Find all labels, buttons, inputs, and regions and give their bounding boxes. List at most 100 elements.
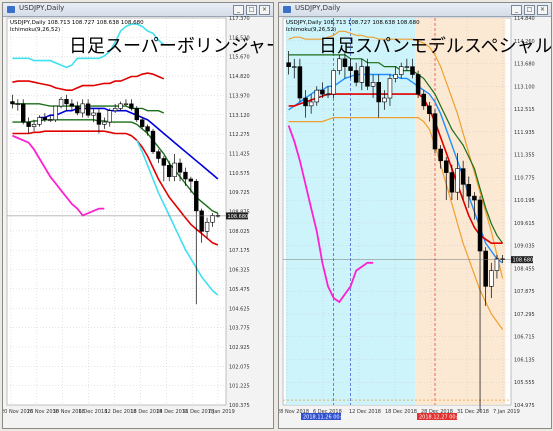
close-icon[interactable]: × bbox=[259, 5, 270, 15]
right-series-line bbox=[288, 117, 504, 330]
left-series-line bbox=[12, 130, 219, 246]
right-candle bbox=[410, 66, 415, 75]
left-candle bbox=[172, 162, 177, 178]
left-x-tick: 20 Nov 2018 bbox=[3, 409, 33, 415]
left-x-tick: 24 Dec 2018 bbox=[156, 409, 188, 415]
left-candle bbox=[85, 103, 91, 116]
right-y-tick: 113.680 bbox=[514, 62, 535, 68]
left-series-line bbox=[136, 139, 219, 296]
left-y-tick: 107.175 bbox=[229, 248, 250, 254]
right-chart-canvas[interactable]: 114.840 114.260 113.680 113.100 112.515 111.9… bbox=[279, 3, 551, 428]
right-y-tick: 105.555 bbox=[514, 380, 535, 386]
left-candle bbox=[42, 117, 48, 121]
right-candle bbox=[477, 199, 483, 252]
right-candle bbox=[483, 250, 488, 287]
right-candle bbox=[365, 66, 370, 87]
right-indicator-info: Ichimoku(9,26,52) bbox=[286, 27, 336, 33]
right-x-tick: 6 Dec 2018 bbox=[313, 409, 342, 415]
left-chart-heading: 日足スーパーボリンジャー bbox=[69, 36, 273, 57]
right-candle bbox=[382, 97, 387, 103]
right-price-label: 108.680 bbox=[513, 258, 534, 264]
right-candle bbox=[308, 101, 314, 107]
minimize-icon[interactable]: _ bbox=[511, 5, 522, 15]
right-y-tick: 109.035 bbox=[514, 244, 535, 250]
left-candle bbox=[102, 121, 107, 125]
left-chart-canvas[interactable]: 117.370 116.520 115.670 114.820 113.970 113.1… bbox=[3, 3, 273, 428]
right-x-tick: 31 Dec 2018 bbox=[457, 409, 489, 415]
left-candle bbox=[134, 108, 139, 121]
right-candle bbox=[331, 70, 336, 95]
left-candle bbox=[183, 171, 188, 180]
right-chart-heading: 日足スパンモデルスペシャル bbox=[319, 36, 551, 57]
left-candle bbox=[75, 105, 80, 114]
left-candle bbox=[129, 103, 134, 109]
right-title-bar[interactable]: USDJPY,Daily _ □ × bbox=[279, 3, 551, 17]
left-x-tick: 6 Dec 2018 bbox=[79, 409, 108, 415]
left-candle bbox=[31, 124, 37, 127]
right-y-tick: 104.975 bbox=[514, 403, 535, 409]
right-candle bbox=[342, 58, 348, 67]
left-x-tick: 18 Dec 2018 bbox=[130, 409, 162, 415]
left-candle bbox=[199, 210, 204, 232]
chart-window-icon bbox=[283, 6, 291, 13]
right-candle bbox=[376, 82, 381, 103]
right-x-tick: 28 Dec 2018 bbox=[421, 409, 453, 415]
left-y-tick: 112.275 bbox=[229, 132, 250, 138]
left-candle bbox=[26, 121, 31, 127]
left-x-tick: 31 Dec 2018 bbox=[182, 409, 214, 415]
right-x-tick: 18 Dec 2018 bbox=[385, 409, 417, 415]
left-candle bbox=[15, 103, 21, 105]
left-candle bbox=[145, 126, 150, 132]
left-candle bbox=[177, 162, 183, 173]
left-x-tick: 7 Jan 2019 bbox=[208, 409, 235, 415]
right-candle bbox=[337, 58, 342, 71]
right-date-marker-1-label: 2018.11.26 00:00 bbox=[303, 415, 348, 421]
right-candle bbox=[348, 66, 353, 71]
right-window-title: USDJPY,Daily bbox=[295, 4, 341, 12]
minimize-icon[interactable]: _ bbox=[233, 5, 244, 15]
maximize-icon[interactable]: □ bbox=[246, 5, 257, 15]
right-candle bbox=[325, 93, 331, 96]
left-candle bbox=[80, 103, 85, 114]
left-y-tick: 116.520 bbox=[229, 35, 250, 41]
left-title-bar[interactable]: USDJPY,Daily _ □ × bbox=[3, 3, 273, 17]
close-icon[interactable]: × bbox=[537, 5, 548, 15]
left-series-line bbox=[12, 72, 165, 91]
left-candle bbox=[204, 221, 210, 232]
maximize-icon[interactable]: □ bbox=[524, 5, 535, 15]
left-candle bbox=[118, 103, 123, 109]
left-y-tick: 102.075 bbox=[229, 364, 250, 370]
left-candle bbox=[210, 215, 215, 223]
left-y-tick: 106.325 bbox=[229, 268, 250, 274]
left-candle bbox=[69, 103, 75, 107]
left-x-tick: 26 Nov 2018 bbox=[27, 409, 59, 415]
left-x-tick: 30 Nov 2018 bbox=[53, 409, 85, 415]
left-indicator-info: Ichimoku(9,26,52) bbox=[10, 27, 60, 33]
right-shade-0 bbox=[285, 18, 359, 405]
left-candle bbox=[112, 108, 118, 111]
right-candle bbox=[404, 66, 410, 68]
right-candle bbox=[393, 74, 398, 79]
right-candle bbox=[291, 66, 297, 68]
left-chart-window: USDJPY,Daily _ □ × 117.370 116.520 115.670… bbox=[2, 2, 274, 429]
left-y-tick: 111.425 bbox=[229, 151, 250, 157]
right-y-tick: 107.295 bbox=[514, 312, 535, 318]
left-y-tick: 114.820 bbox=[229, 74, 250, 80]
left-candle bbox=[161, 158, 167, 166]
right-candle bbox=[472, 195, 477, 201]
left-candle bbox=[91, 112, 96, 116]
right-series-line bbox=[288, 54, 504, 244]
left-candle bbox=[48, 119, 53, 121]
right-shade-2 bbox=[415, 18, 506, 405]
right-candle bbox=[438, 148, 443, 162]
left-x-tick: 12 Dec 2018 bbox=[105, 409, 137, 415]
right-candle bbox=[432, 113, 438, 150]
left-candle bbox=[58, 98, 64, 107]
right-y-tick: 111.935 bbox=[514, 130, 535, 136]
left-candle bbox=[150, 130, 156, 152]
left-candle bbox=[139, 119, 145, 127]
chart-window-icon bbox=[7, 6, 15, 13]
right-candle bbox=[415, 74, 421, 95]
right-candle bbox=[370, 82, 376, 87]
right-candle bbox=[297, 66, 303, 99]
